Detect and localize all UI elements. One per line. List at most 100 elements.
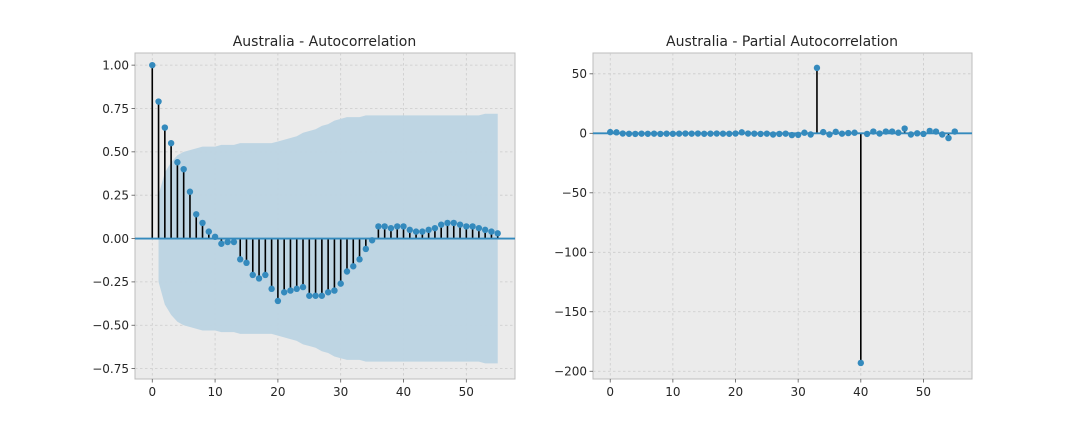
pacf-point [801, 129, 808, 136]
pacf-y-tick-label: −150 [554, 305, 587, 319]
pacf-plot-area [592, 52, 973, 380]
acf-point [444, 219, 451, 227]
pacf-point [707, 130, 714, 137]
pacf-point [650, 130, 658, 137]
acf-point [205, 228, 213, 235]
pacf-x-tick-label: 50 [916, 385, 931, 399]
acf-point [463, 223, 470, 230]
pacf-y-tick-label: −50 [562, 186, 587, 200]
acf-point [475, 224, 483, 232]
acf-point [437, 221, 445, 228]
acf-point [174, 159, 181, 166]
pacf-point [675, 130, 683, 137]
acf-x-tick-label: 0 [148, 385, 156, 399]
acf-point [255, 275, 263, 282]
acf-x-tick-label: 20 [270, 385, 285, 399]
pacf-point [838, 130, 846, 137]
acf-chart: Australia - Autocorrelation 0 10 20 30 40 50 −… [92, 34, 516, 399]
pacf-point [744, 130, 752, 137]
pacf-point [657, 130, 664, 138]
pacf-chart-title: Australia - Partial Autocorrelation [666, 34, 898, 50]
pacf-point [688, 130, 695, 137]
pacf-point [782, 130, 789, 137]
pacf-point [820, 128, 827, 136]
acf-point [324, 289, 332, 296]
acf-y-tick-label: −0.50 [92, 319, 129, 333]
acf-point [381, 223, 388, 230]
acf-point [375, 223, 382, 230]
pacf-point [726, 130, 733, 137]
acf-y-tick-label: −0.25 [92, 275, 129, 289]
acf-point [243, 259, 250, 267]
acf-point [343, 268, 351, 275]
acf-point [431, 224, 439, 232]
acf-point [481, 226, 489, 234]
acf-point [149, 61, 156, 69]
acf-point [249, 271, 256, 279]
pacf-y-tick-label: −200 [554, 365, 587, 379]
pacf-point [700, 130, 708, 137]
acf-point [262, 271, 269, 279]
pacf-point [932, 128, 940, 135]
acf-point [224, 238, 231, 246]
acf-point [456, 221, 464, 228]
pacf-point [901, 125, 908, 132]
pacf-x-tick-label: 40 [853, 385, 868, 399]
acf-point [186, 188, 194, 195]
acf-point [237, 256, 244, 263]
pacf-point [920, 130, 927, 138]
acf-point [412, 228, 420, 235]
pacf-point [632, 130, 639, 138]
pacf-point [694, 130, 702, 137]
pacf-y-tick-label: −100 [554, 246, 587, 260]
acf-point [230, 238, 238, 246]
pacf-point [845, 129, 852, 137]
acf-point [337, 280, 344, 287]
pacf-point [945, 134, 952, 142]
acf-y-tick-label: 0.75 [102, 102, 129, 116]
pacf-x-tick-label: 10 [665, 385, 680, 399]
acf-point [274, 297, 282, 305]
acf-point [293, 285, 300, 293]
acf-point [199, 219, 206, 227]
pacf-x-tick-label: 30 [791, 385, 806, 399]
acf-point [469, 223, 476, 230]
pacf-point [732, 130, 739, 137]
acf-point [299, 283, 307, 291]
acf-point [312, 292, 319, 299]
acf-point [450, 219, 457, 227]
acf-point [368, 237, 376, 244]
acf-point [488, 228, 495, 235]
pacf-point [851, 129, 858, 136]
pacf-x-tick-label: 0 [606, 385, 614, 399]
pacf-point [713, 130, 720, 137]
acf-point [193, 211, 200, 218]
pacf-point [788, 131, 796, 139]
pacf-point [682, 130, 689, 137]
pacf-point [719, 130, 727, 137]
pacf-y-tick-label: 50 [572, 67, 587, 81]
pacf-point [870, 128, 877, 135]
pacf-point [907, 131, 915, 138]
acf-point [400, 223, 407, 230]
acf-x-tick-label: 10 [207, 385, 222, 399]
pacf-point [638, 130, 645, 137]
acf-y-tick-label: 0.50 [102, 145, 129, 159]
acf-point [331, 287, 338, 294]
acf-point [180, 165, 187, 173]
pacf-point [763, 130, 771, 137]
acf-point [419, 228, 426, 235]
pacf-point [926, 127, 933, 135]
pacf-point [644, 130, 652, 137]
acf-point [494, 230, 501, 237]
acf-chart-title: Australia - Autocorrelation [233, 34, 417, 50]
acf-point [211, 233, 219, 241]
pacf-point [832, 128, 839, 136]
pacf-point [888, 128, 896, 135]
acf-x-tick-label: 50 [459, 385, 474, 399]
acf-point [218, 240, 225, 247]
pacf-point [738, 129, 745, 136]
acf-point [318, 292, 326, 299]
pacf-point [895, 129, 902, 136]
